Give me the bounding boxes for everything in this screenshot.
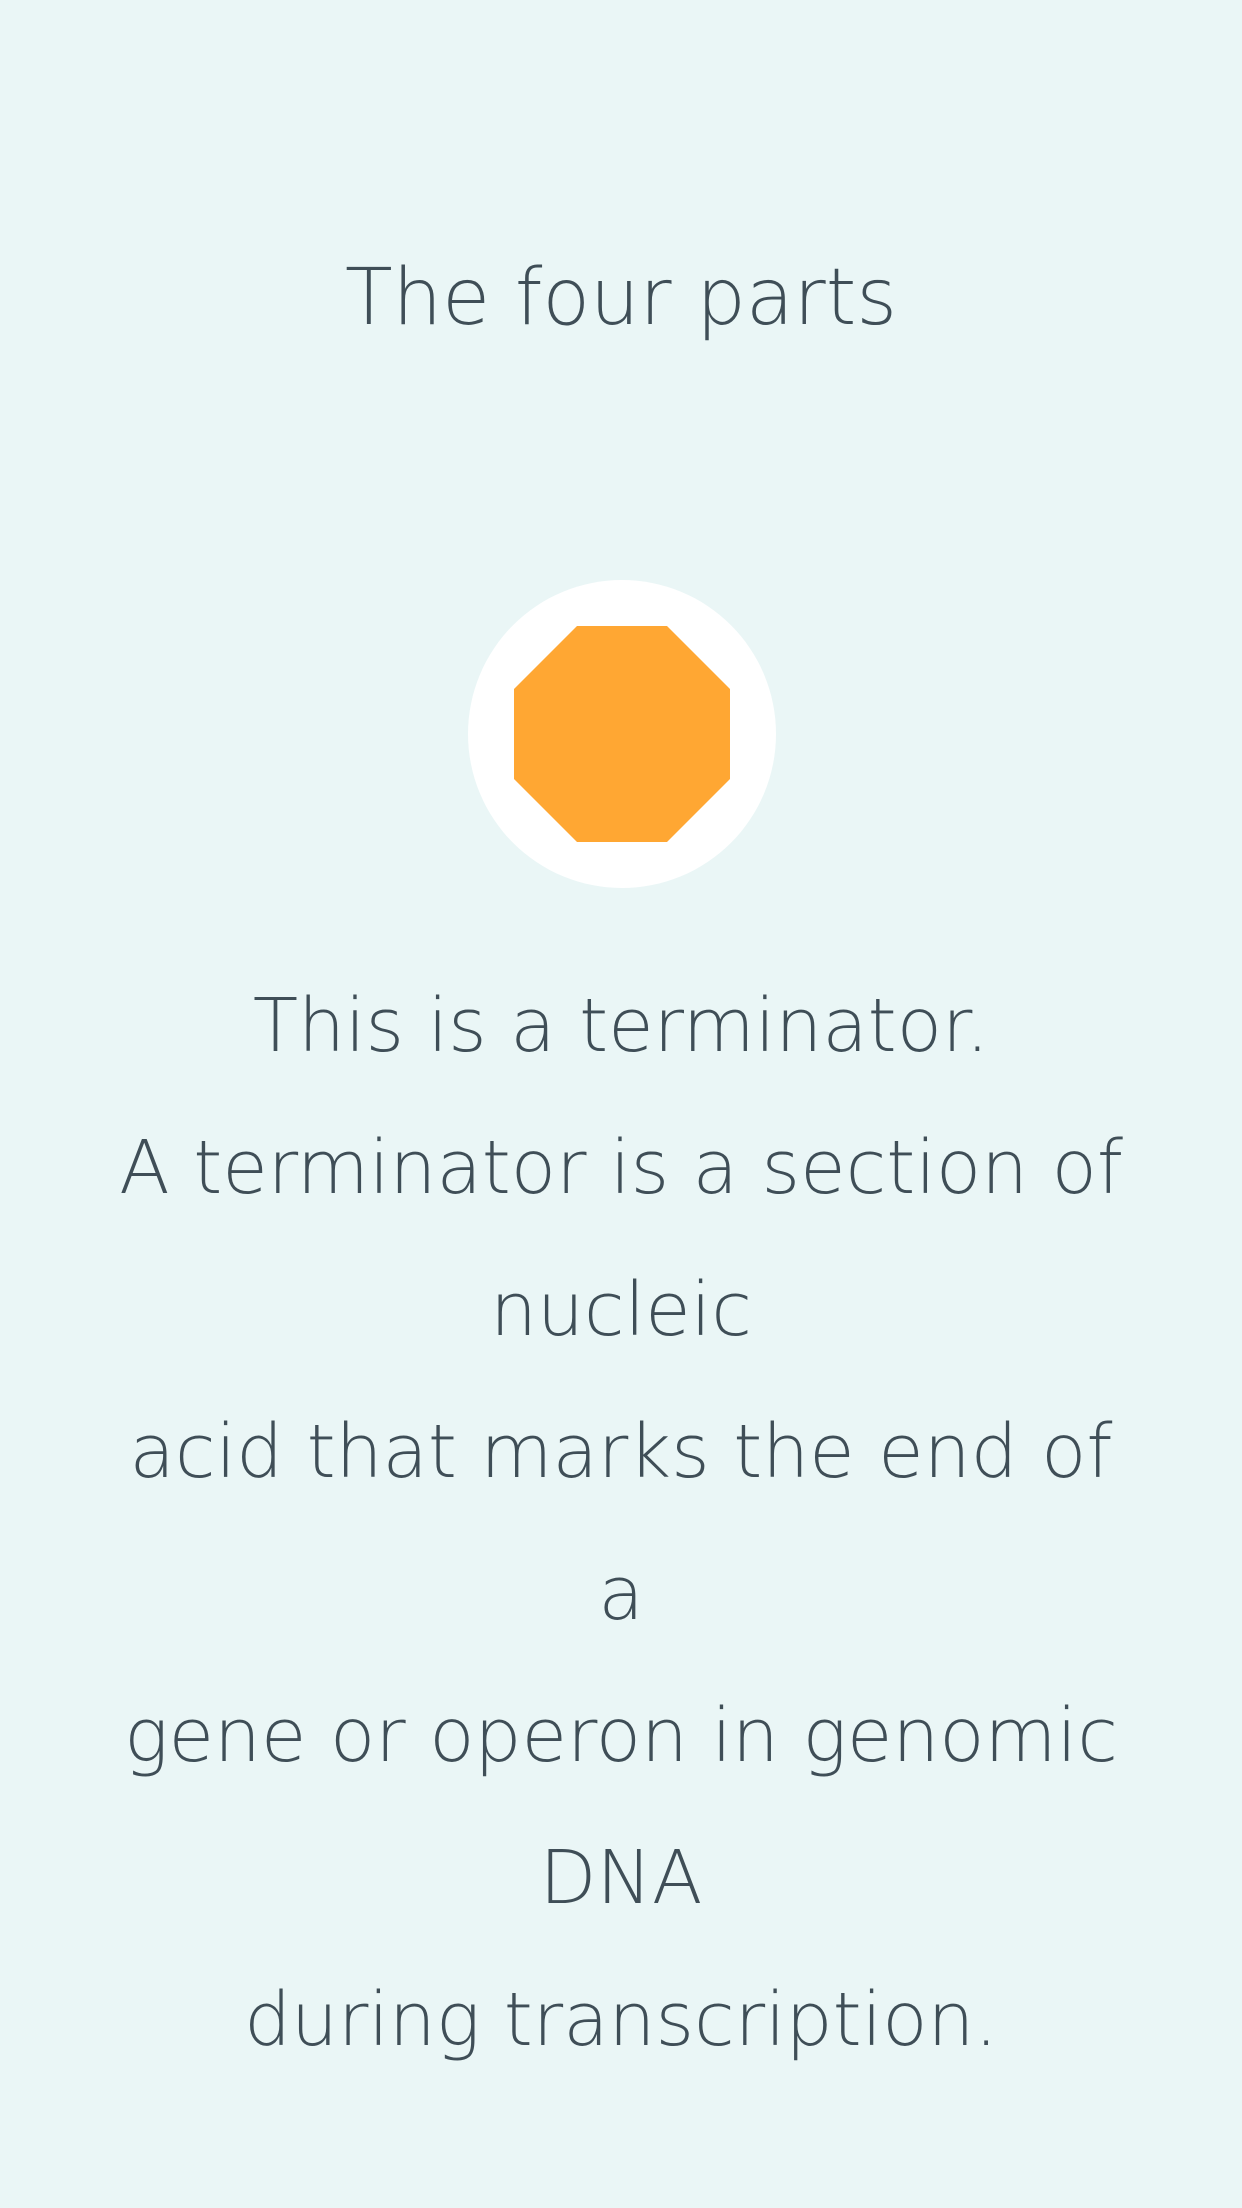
part-heading: This is a terminator. <box>252 983 990 1069</box>
description-line: A terminator is a section of nucleic <box>119 1125 1123 1353</box>
page-title: The four parts <box>345 253 897 343</box>
description-line: acid that marks the end of a <box>129 1409 1113 1637</box>
octagon-stop-icon <box>514 626 730 842</box>
description-line: gene or operon in genomic DNA <box>124 1693 1118 1921</box>
description-line: during transcription. <box>244 1977 998 2063</box>
terminator-icon-badge <box>468 580 776 888</box>
part-description: This is a terminator. A terminator is a … <box>100 955 1142 2091</box>
